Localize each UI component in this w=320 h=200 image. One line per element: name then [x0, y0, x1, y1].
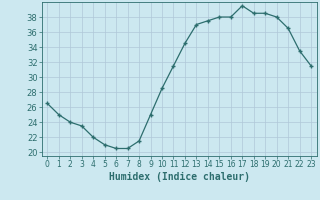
X-axis label: Humidex (Indice chaleur): Humidex (Indice chaleur)	[109, 172, 250, 182]
